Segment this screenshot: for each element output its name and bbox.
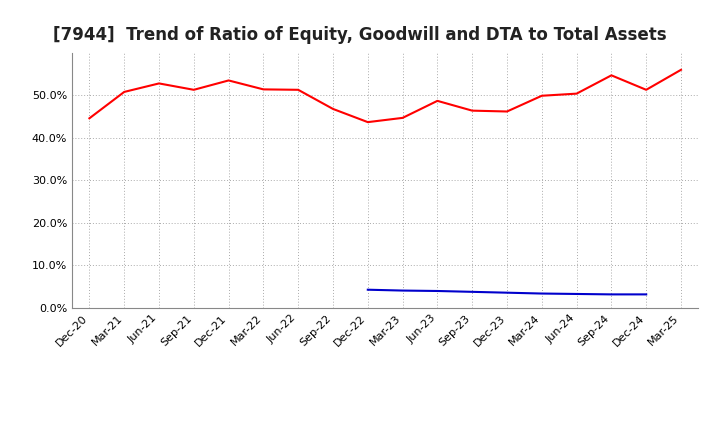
Goodwill [433, 288, 442, 293]
Line: Goodwill: Goodwill [368, 290, 647, 294]
Goodwill [642, 292, 651, 297]
Equity [468, 108, 477, 113]
Equity [398, 115, 407, 121]
Goodwill [503, 290, 511, 295]
Text: [7944]  Trend of Ratio of Equity, Goodwill and DTA to Total Assets: [7944] Trend of Ratio of Equity, Goodwil… [53, 26, 667, 44]
Equity [503, 109, 511, 114]
Goodwill [468, 289, 477, 294]
Goodwill [607, 292, 616, 297]
Line: Equity: Equity [89, 70, 681, 122]
Equity [607, 73, 616, 78]
Equity [572, 91, 581, 96]
Equity [225, 78, 233, 83]
Equity [85, 116, 94, 121]
Equity [120, 89, 129, 95]
Equity [537, 93, 546, 99]
Goodwill [537, 291, 546, 296]
Equity [677, 67, 685, 73]
Equity [328, 106, 337, 112]
Equity [189, 87, 198, 92]
Equity [294, 87, 302, 92]
Goodwill [398, 288, 407, 293]
Equity [642, 87, 651, 92]
Equity [433, 98, 442, 103]
Goodwill [364, 287, 372, 292]
Equity [364, 120, 372, 125]
Goodwill [572, 291, 581, 297]
Equity [155, 81, 163, 86]
Equity [259, 87, 268, 92]
